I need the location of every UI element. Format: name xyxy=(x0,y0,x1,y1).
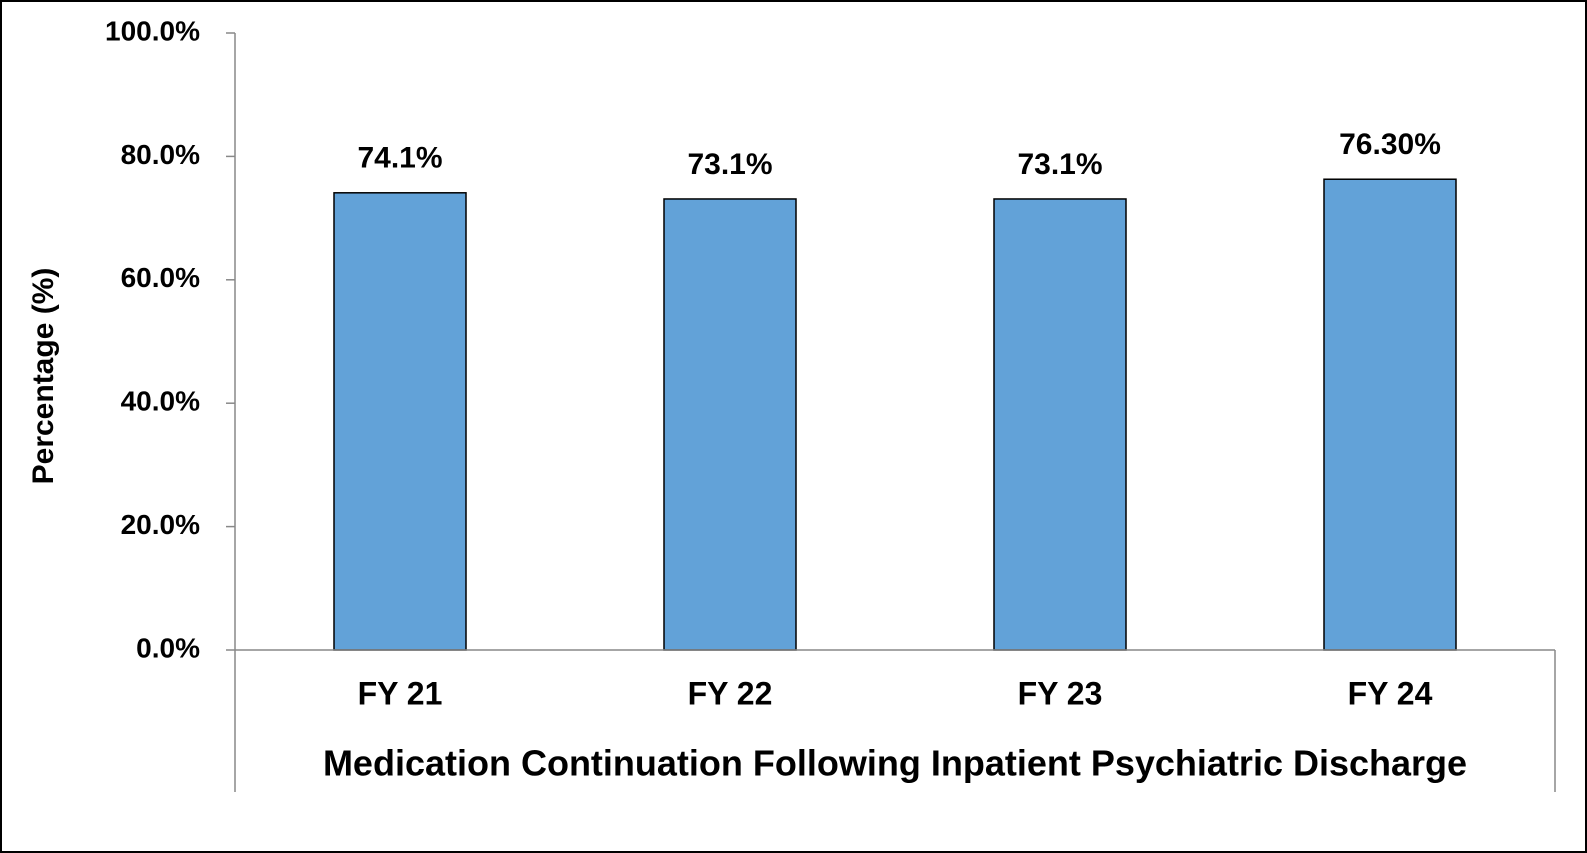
bar xyxy=(993,198,1127,651)
y-tick-label: 100.0% xyxy=(105,15,200,46)
x-tick-label: FY 21 xyxy=(358,675,443,711)
data-label: 73.1% xyxy=(1017,148,1102,181)
data-label: 76.30% xyxy=(1339,128,1441,161)
y-axis-label: Percentage (%) xyxy=(27,268,60,485)
y-tick-label: 20.0% xyxy=(121,509,200,540)
y-tick-label: 60.0% xyxy=(121,262,200,293)
x-tick-label: FY 23 xyxy=(1018,675,1103,711)
bar xyxy=(1323,178,1457,651)
y-tick-label: 0.0% xyxy=(136,632,200,663)
x-tick-label: FY 22 xyxy=(688,675,773,711)
y-tick-label: 80.0% xyxy=(121,139,200,170)
data-label: 73.1% xyxy=(687,148,772,181)
bar xyxy=(663,198,797,651)
x-tick-label: FY 24 xyxy=(1348,675,1433,711)
bar xyxy=(333,192,467,651)
x-axis-label: Medication Continuation Following Inpati… xyxy=(323,743,1467,784)
y-tick-label: 40.0% xyxy=(121,386,200,417)
data-label: 74.1% xyxy=(357,142,442,175)
